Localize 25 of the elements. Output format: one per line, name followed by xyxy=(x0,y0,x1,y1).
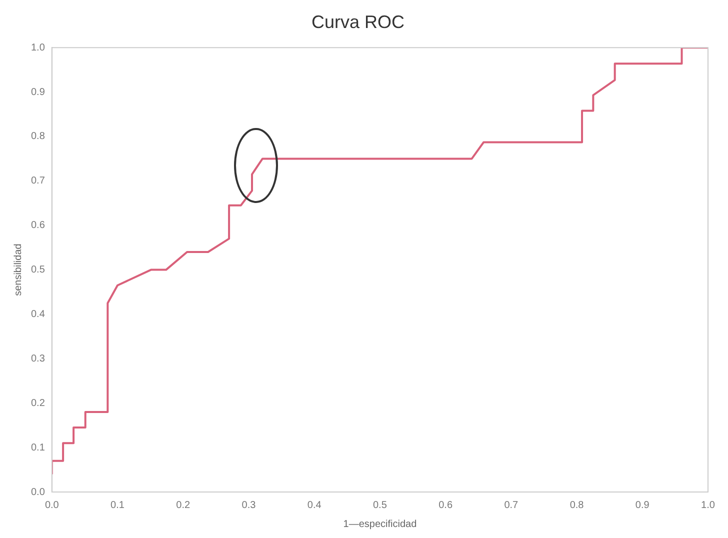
y-tick-label: 0.3 xyxy=(30,353,46,364)
x-tick-label: 0.3 xyxy=(242,500,256,511)
x-tick-label: 0.7 xyxy=(504,500,519,511)
x-tick-label: 0.4 xyxy=(307,500,322,511)
x-axis-title: 1—especificidad xyxy=(343,518,417,530)
x-tick-label: 0.1 xyxy=(110,500,125,511)
y-tick-label: 1.0 xyxy=(30,42,46,54)
y-axis-title: sensibilidad xyxy=(12,244,24,296)
x-tick-label: 0.0 xyxy=(44,500,60,511)
y-tick-label: 0.2 xyxy=(30,398,46,409)
y-tick-label: 0.0 xyxy=(30,486,46,498)
x-tick-label: 0.8 xyxy=(570,500,584,511)
chart-title: Curva ROC xyxy=(311,12,405,32)
y-tick-label: 0.9 xyxy=(30,86,46,98)
x-tick-label: 0.9 xyxy=(635,500,650,511)
y-tick-label: 0.4 xyxy=(30,308,46,320)
y-tick-label: 0.5 xyxy=(30,264,46,276)
y-tick-label: 0.8 xyxy=(30,131,46,142)
x-tick-label: 1.0 xyxy=(701,500,716,511)
x-tick-label: 0.2 xyxy=(176,500,191,511)
x-tick-label: 0.5 xyxy=(373,500,388,511)
y-tick-label: 0.6 xyxy=(30,220,46,232)
y-tick-label: 0.1 xyxy=(30,442,46,454)
y-tick-label: 0.7 xyxy=(30,176,46,187)
x-tick-label: 0.6 xyxy=(438,500,453,511)
